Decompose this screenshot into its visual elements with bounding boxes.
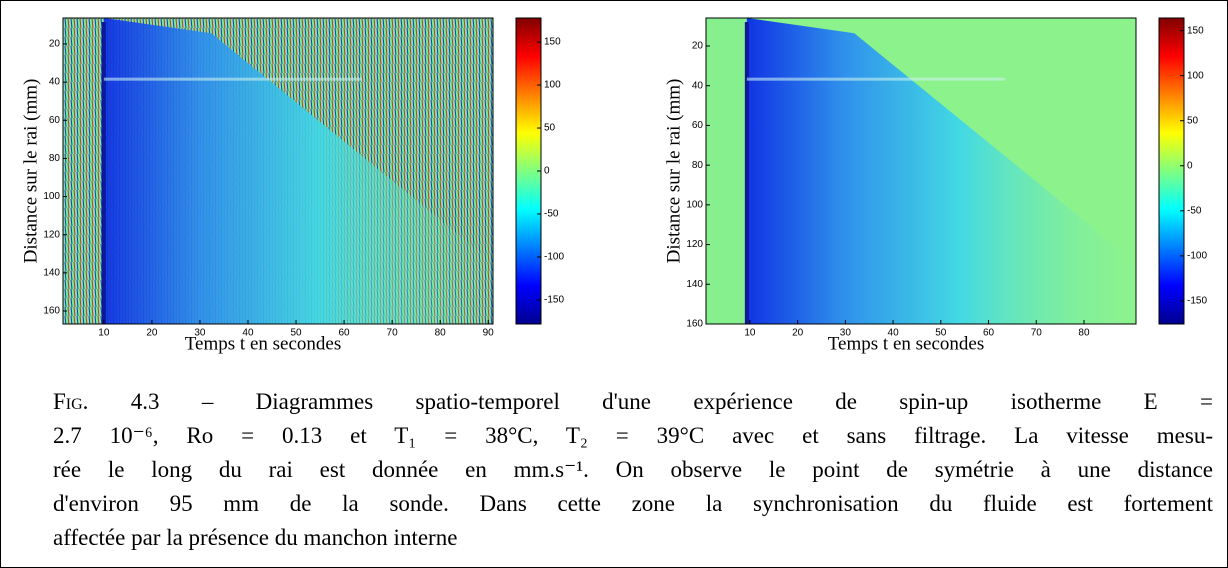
heatmap-front xyxy=(101,22,106,324)
colorbar xyxy=(1158,17,1185,325)
plot-frame xyxy=(62,17,494,325)
caption: Fig. 4.3 – Diagrammes spatio-temporel d'… xyxy=(53,385,1213,555)
x-tick-label: 80 xyxy=(1078,328,1090,339)
x-tick-label: 40 xyxy=(888,328,900,339)
y-tick-label: 40 xyxy=(49,77,61,88)
y-axis-label: Distance sur le rai (mm) xyxy=(663,79,684,264)
caption-line: affectée par la présence du manchon inte… xyxy=(53,525,458,550)
x-tick-label: 30 xyxy=(840,328,852,339)
colorbar-tick-label: -100 xyxy=(1187,251,1207,262)
heatmap-wedge xyxy=(746,18,1136,324)
y-tick-label: 120 xyxy=(43,229,60,240)
y-tick-label: 20 xyxy=(692,41,704,52)
colorbar-tick-label: -100 xyxy=(544,252,564,263)
heatmap-stripe xyxy=(103,77,362,81)
colorbar-tick-label: -150 xyxy=(544,295,564,306)
colorbar-tick-label: -150 xyxy=(1187,296,1207,307)
x-tick-label: 20 xyxy=(146,328,158,339)
y-axis-label: Distance sur le rai (mm) xyxy=(20,79,41,264)
x-tick-label: 30 xyxy=(194,328,206,339)
y-tick-label: 160 xyxy=(43,306,60,317)
x-tick-label: 10 xyxy=(98,328,110,339)
plot-frame xyxy=(705,17,1137,325)
x-tick-label: 70 xyxy=(1031,328,1043,339)
x-tick-label: 40 xyxy=(242,328,254,339)
x-tick-label: 90 xyxy=(483,328,495,339)
x-tick-label: 80 xyxy=(435,328,447,339)
colorbar-tick-label: 100 xyxy=(544,80,561,91)
heatmap-wedge xyxy=(103,18,493,324)
y-tick-label: 80 xyxy=(49,153,61,164)
caption-line: rée le long du rai est donnée en mm.s⁻¹.… xyxy=(53,457,1213,482)
colorbar-tick-label: 50 xyxy=(544,123,556,134)
x-axis-label: Temps t en secondes xyxy=(828,333,984,354)
caption-text: – Diagrammes spatio-temporel d'une expér… xyxy=(159,389,1213,414)
colorbar-tick-label: 0 xyxy=(544,166,550,177)
y-tick-label: 20 xyxy=(49,39,61,50)
figure: 10 20 30 40 50 60 70 80 9020406080100120140160Te… xyxy=(20,17,1207,354)
y-tick-label: 160 xyxy=(686,319,703,330)
colorbar-tick-label: 50 xyxy=(1187,115,1199,126)
x-tick-label: 60 xyxy=(983,328,995,339)
colorbar-tick-label: 150 xyxy=(544,37,561,48)
caption-line: Fig. 4.3 – Diagrammes spatio-temporel d'… xyxy=(53,385,1213,419)
heatmap-front xyxy=(744,22,749,324)
y-tick-label: 100 xyxy=(43,191,60,202)
x-tick-label: 70 xyxy=(387,328,399,339)
x-tick-label: 50 xyxy=(290,328,302,339)
caption-line: d'environ 95 mm de la sonde. Dans cette … xyxy=(53,491,1213,516)
colorbar-tick-label: 100 xyxy=(1187,70,1204,81)
x-tick-label: 60 xyxy=(338,328,350,339)
caption-line: 2.7 10⁻⁶, Ro = 0.13 et T₁ = 38°C, T₂ = 3… xyxy=(53,423,1213,448)
colorbar xyxy=(515,17,542,325)
x-tick-label: 20 xyxy=(792,328,804,339)
y-tick-label: 60 xyxy=(49,115,61,126)
caption-label: Fig. 4.3 xyxy=(53,389,160,414)
colorbar-tick-label: 0 xyxy=(1187,160,1193,171)
y-tick-label: 120 xyxy=(686,239,703,250)
heatmap-pre xyxy=(63,18,104,324)
colorbar-tick-label: -50 xyxy=(1187,205,1202,216)
y-tick-label: 60 xyxy=(692,120,704,131)
colorbar-tick-label: 150 xyxy=(1187,25,1204,36)
x-tick-label: 50 xyxy=(935,328,947,339)
y-tick-label: 80 xyxy=(692,160,704,171)
y-tick-label: 100 xyxy=(686,199,703,210)
colorbar-tick-label: -50 xyxy=(544,209,559,220)
y-tick-label: 140 xyxy=(43,268,60,279)
y-tick-label: 40 xyxy=(692,80,704,91)
x-axis-label: Temps t en secondes xyxy=(185,333,341,354)
y-tick-label: 140 xyxy=(686,279,703,290)
heatmap-stripe xyxy=(746,77,1005,81)
heatmap-pre xyxy=(706,18,747,324)
x-tick-label: 10 xyxy=(744,328,756,339)
